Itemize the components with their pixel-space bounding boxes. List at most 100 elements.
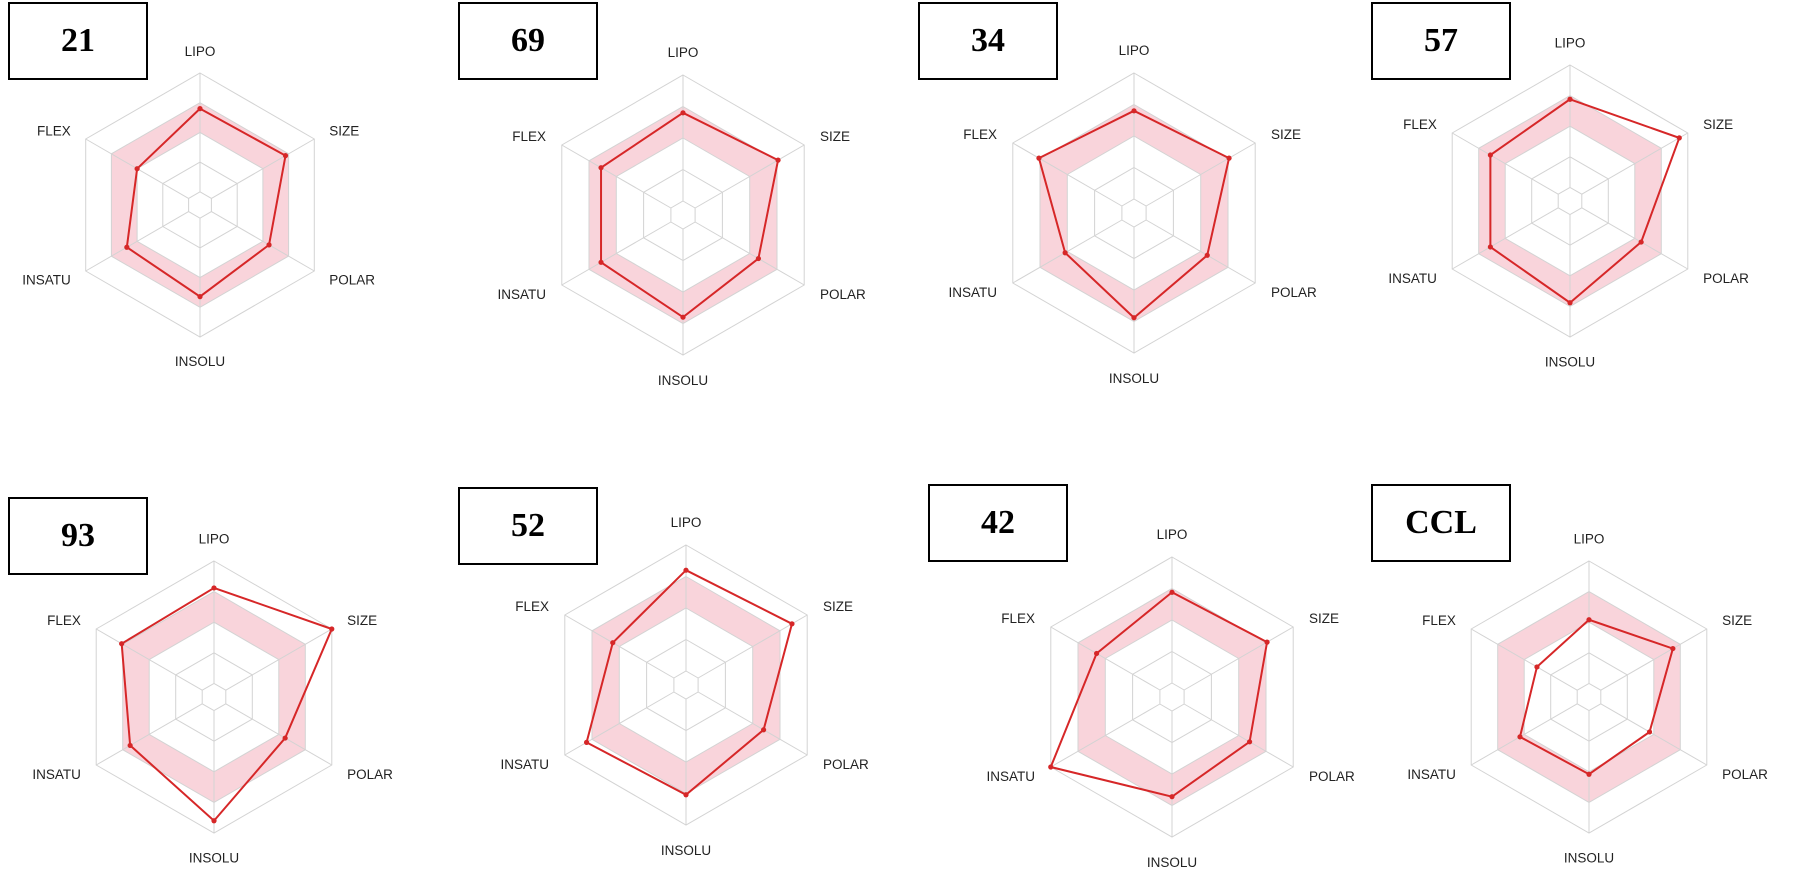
- compound-label: 21: [61, 22, 95, 59]
- data-point: [266, 242, 272, 248]
- axis-spoke: [1012, 142, 1123, 207]
- axis-label-lipo: LIPO: [1157, 527, 1188, 542]
- optimal-range-band: [592, 576, 780, 794]
- axis-label-polar: POLAR: [820, 287, 866, 302]
- compound-label: 52: [511, 507, 545, 544]
- data-point: [329, 626, 335, 632]
- optimal-range-band: [122, 591, 306, 803]
- data-point: [1048, 764, 1054, 770]
- optimal-range-band: [1478, 95, 1662, 307]
- axis-label-flex: FLEX: [1422, 613, 1456, 628]
- axis-spoke: [1183, 626, 1294, 691]
- axis-label-flex: FLEX: [1403, 117, 1437, 132]
- axis-spoke: [1050, 703, 1161, 768]
- axis-label-insatu: INSATU: [1388, 271, 1437, 286]
- axis-spoke: [564, 614, 675, 679]
- axis-label-lipo: LIPO: [199, 531, 230, 546]
- data-point: [1567, 300, 1573, 306]
- compound-label-box: 34: [918, 2, 1058, 80]
- axis-label-insatu: INSATU: [1407, 767, 1456, 782]
- axis-label-size: SIZE: [347, 613, 377, 628]
- data-point: [1131, 108, 1137, 114]
- axis-label-polar: POLAR: [1703, 271, 1749, 286]
- axis-spoke: [95, 703, 203, 766]
- data-point: [583, 739, 590, 746]
- axis-label-insatu: INSATU: [948, 285, 997, 300]
- data-point: [1586, 771, 1592, 777]
- data-point: [1093, 650, 1100, 657]
- data-point: [775, 157, 781, 163]
- compound-label-box: 69: [458, 2, 598, 80]
- axis-label-flex: FLEX: [512, 129, 546, 144]
- data-point: [211, 818, 217, 824]
- axis-label-polar: POLAR: [1722, 767, 1768, 782]
- axis-spoke: [694, 221, 805, 286]
- axis-label-flex: FLEX: [963, 127, 997, 142]
- compound-label-box: 93: [8, 497, 148, 575]
- axis-spoke: [1145, 219, 1256, 284]
- data-point: [1246, 739, 1253, 745]
- axis-label-flex: FLEX: [47, 613, 81, 628]
- axis-spoke: [697, 691, 808, 756]
- optimal-range-band: [1040, 104, 1228, 322]
- axis-label-lipo: LIPO: [671, 515, 702, 530]
- data-point: [1264, 639, 1270, 645]
- axis-spoke: [85, 211, 189, 272]
- axis-label-lipo: LIPO: [1119, 43, 1150, 58]
- axis-label-insatu: INSATU: [497, 287, 546, 302]
- data-point: [1487, 152, 1493, 158]
- data-point: [119, 641, 125, 647]
- grid-core-ring: [1576, 682, 1602, 712]
- axis-spoke: [1470, 703, 1578, 766]
- data-point: [680, 314, 686, 320]
- data-point: [197, 294, 203, 300]
- data-point: [211, 585, 217, 591]
- axis-label-size: SIZE: [823, 599, 853, 614]
- axis-label-insolu: INSOLU: [1147, 855, 1197, 870]
- data-point: [680, 110, 686, 116]
- axis-label-lipo: LIPO: [1574, 531, 1605, 546]
- compound-label-box: 52: [458, 487, 598, 565]
- data-point: [134, 166, 140, 172]
- data-point: [1670, 645, 1676, 652]
- axis-label-insatu: INSATU: [500, 757, 549, 772]
- data-point: [1638, 239, 1644, 245]
- axis-label-size: SIZE: [1271, 127, 1301, 142]
- axis-label-insolu: INSOLU: [1545, 355, 1595, 370]
- data-point: [610, 640, 616, 646]
- axis-spoke: [1470, 628, 1578, 691]
- optimal-range-band: [111, 102, 289, 308]
- axis-label-size: SIZE: [820, 129, 850, 144]
- axis-spoke: [1183, 703, 1294, 768]
- axis-spoke: [1145, 142, 1256, 207]
- data-point: [282, 735, 288, 741]
- axis-spoke: [95, 628, 203, 691]
- axis-label-insolu: INSOLU: [1109, 371, 1159, 386]
- data-point: [1487, 244, 1493, 250]
- data-point: [1567, 96, 1573, 102]
- axis-label-lipo: LIPO: [668, 45, 699, 60]
- axis-label-lipo: LIPO: [1555, 35, 1586, 50]
- data-point: [683, 567, 689, 573]
- compound-label-box: 42: [928, 484, 1068, 562]
- axis-spoke: [1581, 207, 1689, 270]
- axis-label-flex: FLEX: [37, 123, 71, 138]
- compound-label: 34: [971, 22, 1005, 59]
- axis-label-insolu: INSOLU: [658, 373, 708, 388]
- axis-label-size: SIZE: [1309, 611, 1339, 626]
- optimal-range-band: [589, 106, 777, 324]
- axis-label-insatu: INSATU: [22, 273, 71, 288]
- data-point: [127, 742, 133, 749]
- compound-label: 57: [1424, 22, 1458, 59]
- data-point: [598, 165, 604, 171]
- axis-spoke: [1451, 207, 1559, 270]
- compound-label-box: 57: [1371, 2, 1511, 80]
- compound-label: 93: [61, 517, 95, 554]
- data-point: [1517, 734, 1523, 740]
- axis-label-polar: POLAR: [823, 757, 869, 772]
- axis-spoke: [225, 628, 333, 691]
- axis-spoke: [211, 211, 315, 272]
